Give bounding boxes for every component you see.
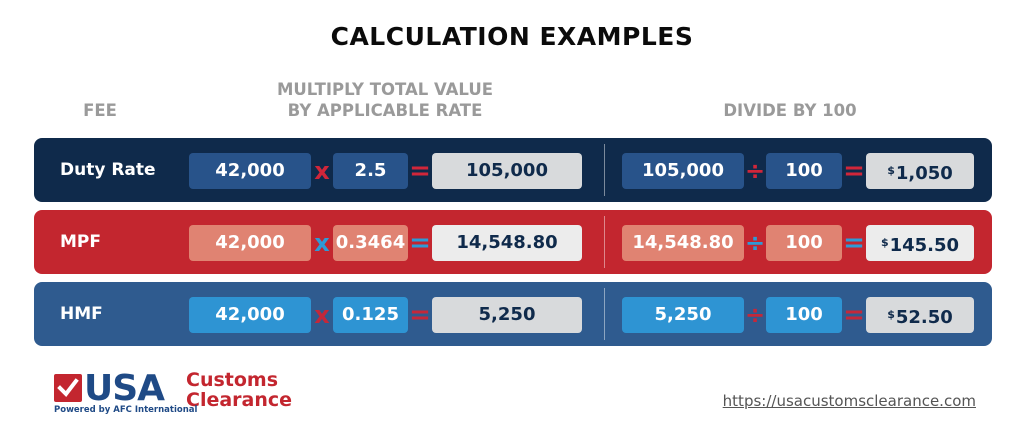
divider — [604, 216, 605, 268]
product-cell: 105,000 — [432, 153, 582, 189]
equals-icon: = — [409, 156, 431, 186]
divide-icon: ÷ — [744, 229, 766, 257]
value-cell: 42,000 — [189, 297, 311, 333]
row-hmf: HMF 42,000 x 0.125 = 5,250 5,250 ÷ 100 =… — [34, 282, 992, 346]
brand-logo: USA Customs Clearance Powered by AFC Int… — [54, 368, 314, 418]
row-duty-rate: Duty Rate 42,000 x 2.5 = 105,000 105,000… — [34, 138, 992, 202]
result-value: 145.50 — [889, 235, 960, 256]
rate-cell: 0.3464 — [333, 225, 408, 261]
header-divide: DIVIDE BY 100 — [723, 101, 857, 120]
divisor-cell: 100 — [766, 225, 842, 261]
checkmark-icon — [54, 374, 82, 402]
product-cell: 5,250 — [432, 297, 582, 333]
rate-cell: 2.5 — [333, 153, 408, 189]
result-cell: $145.50 — [866, 225, 974, 261]
divider — [604, 144, 605, 196]
result-value: 1,050 — [895, 163, 953, 184]
rate-cell: 0.125 — [333, 297, 408, 333]
currency-symbol: $ — [887, 308, 895, 321]
logo-brand: USA — [84, 368, 165, 409]
row-label: MPF — [60, 232, 101, 252]
logo-text: Customs Clearance — [186, 370, 292, 410]
currency-symbol: $ — [880, 236, 889, 249]
row-mpf: MPF 42,000 x 0.3464 = 14,548.80 14,548.8… — [34, 210, 992, 274]
equals-icon: = — [409, 300, 431, 330]
product-cell: 14,548.80 — [432, 225, 582, 261]
equals-icon: = — [409, 228, 431, 258]
dividend-cell: 14,548.80 — [622, 225, 744, 261]
result-cell: $52.50 — [866, 297, 974, 333]
dividend-cell: 105,000 — [622, 153, 744, 189]
divide-icon: ÷ — [744, 157, 766, 185]
row-label: Duty Rate — [60, 160, 156, 180]
result-cell: $1,050 — [866, 153, 974, 189]
divider — [604, 288, 605, 340]
logo-line2: Clearance — [186, 389, 293, 411]
logo-tagline: Powered by AFC International — [54, 405, 198, 415]
page-title: CALCULATION EXAMPLES — [330, 22, 694, 51]
header-multiply-line2: BY APPLICABLE RATE — [287, 101, 483, 120]
currency-symbol: $ — [887, 164, 895, 177]
equals-icon: = — [843, 300, 865, 330]
row-label: HMF — [60, 304, 103, 324]
multiply-icon: x — [314, 157, 330, 185]
equals-icon: = — [843, 156, 865, 186]
divide-icon: ÷ — [744, 301, 766, 329]
value-cell: 42,000 — [189, 225, 311, 261]
header-multiply: MULTIPLY TOTAL VALUE BY APPLICABLE RATE — [250, 79, 520, 121]
multiply-icon: x — [314, 301, 330, 329]
value-cell: 42,000 — [189, 153, 311, 189]
header-fee: FEE — [83, 101, 117, 120]
logo-line1: Customs — [186, 369, 279, 391]
equals-icon: = — [843, 228, 865, 258]
website-link[interactable]: https://usacustomsclearance.com — [722, 392, 976, 410]
header-multiply-line1: MULTIPLY TOTAL VALUE — [276, 80, 494, 99]
result-value: 52.50 — [895, 307, 953, 328]
dividend-cell: 5,250 — [622, 297, 744, 333]
divisor-cell: 100 — [766, 297, 842, 333]
multiply-icon: x — [314, 229, 330, 257]
divisor-cell: 100 — [766, 153, 842, 189]
